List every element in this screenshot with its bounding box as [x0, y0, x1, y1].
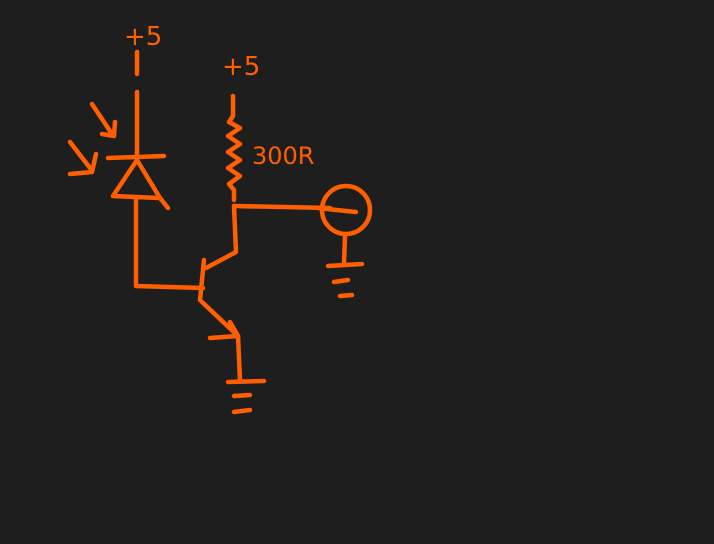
resistor-300r: [225, 113, 243, 203]
photodiode-triangle: [110, 157, 163, 201]
light-arrow-upper-icon: [89, 101, 118, 139]
output-wire: [231, 203, 333, 211]
supply-label-photodiode: +5: [124, 22, 162, 52]
transistor-base-bar: [197, 257, 207, 303]
collector-wire: [203, 203, 239, 271]
lamp-ground-wire: [341, 233, 348, 267]
resistor-value-label: 300R: [252, 142, 314, 170]
transistor-emitter: [199, 299, 241, 339]
supply-label-collector: +5: [222, 52, 260, 82]
emitter-ground-icon: [225, 378, 267, 415]
emitter-ground-wire: [235, 333, 243, 383]
photodiode-tail: [157, 195, 171, 211]
photodiode-to-base-wire: [133, 195, 206, 291]
light-arrow-lower-icon: [67, 139, 99, 177]
lamp-inner-line: [315, 205, 359, 215]
photodiode-cathode-bar: [105, 153, 167, 161]
lamp-ground-icon: [325, 261, 365, 299]
